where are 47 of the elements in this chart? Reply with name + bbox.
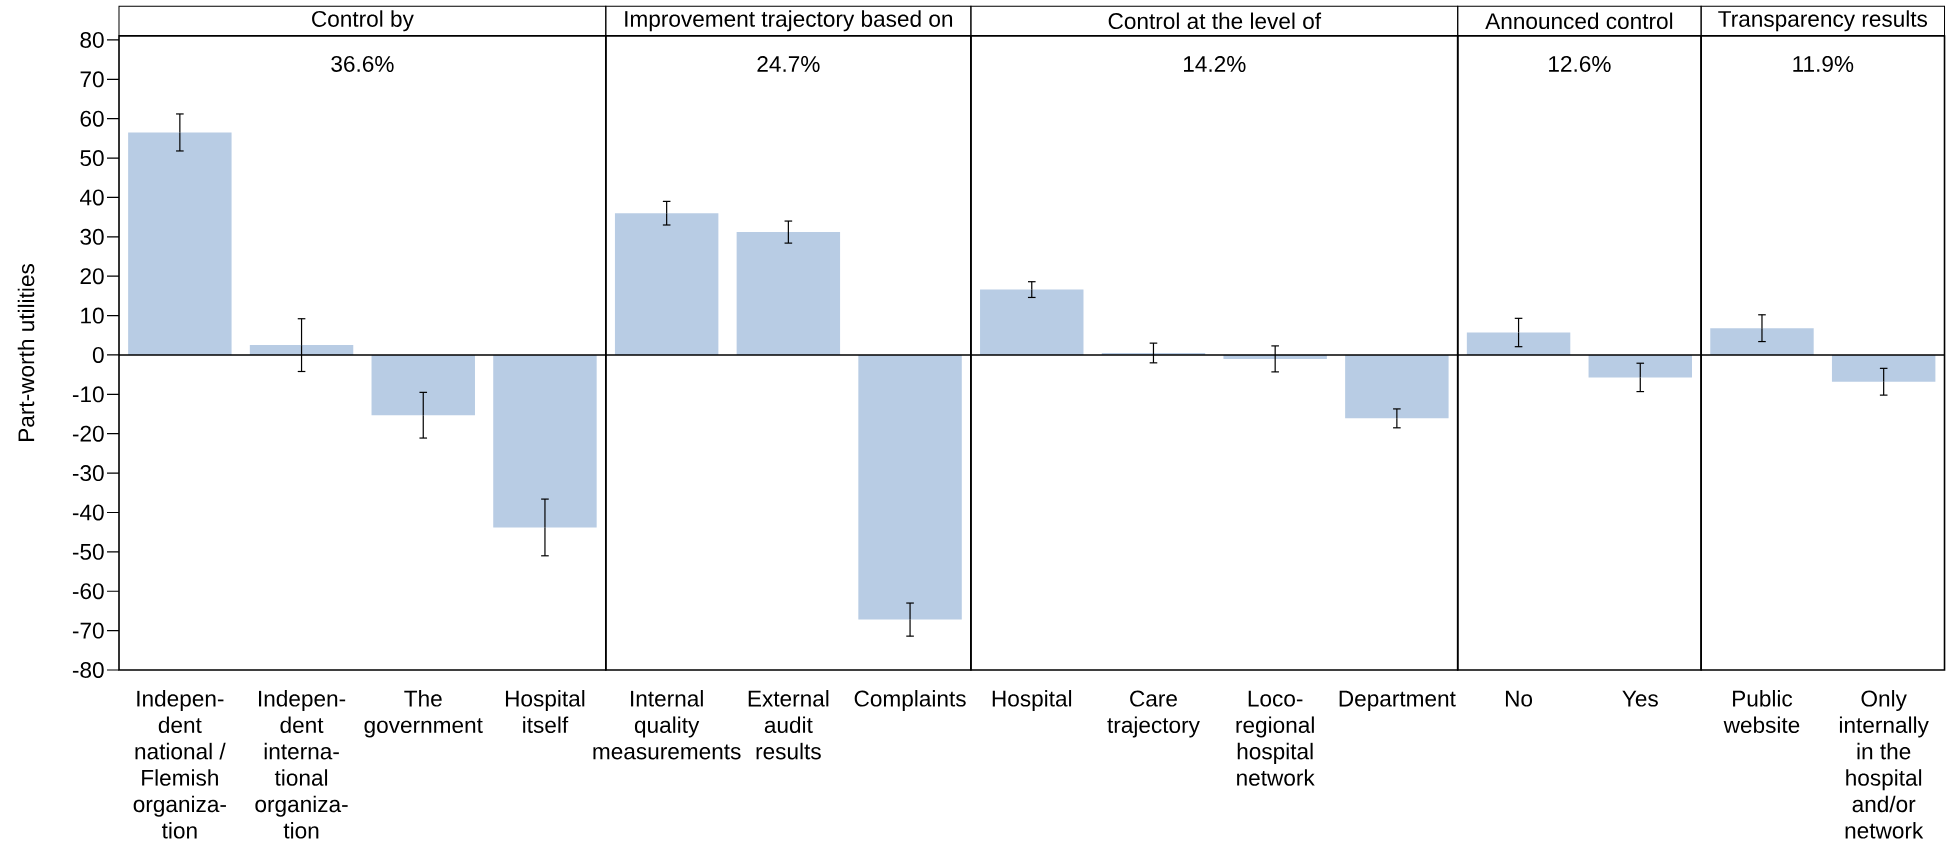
bar (249, 345, 354, 355)
x-tick-label: Care trajectory (1107, 690, 1200, 738)
x-tick-label: Complaints (854, 690, 966, 712)
bar (371, 354, 475, 416)
chart-title: Control at the level of (1108, 12, 1322, 30)
x-tick-label: External audit results (748, 690, 829, 760)
annotation: 11.9% (1793, 55, 1854, 72)
x-tick-label: No (1505, 690, 1533, 707)
x-tick-label: Yes (1622, 690, 1658, 707)
y-tick-label: 40 (80, 189, 104, 206)
x-tick-label: Department (1339, 690, 1456, 712)
x-tick-label: Loco-regional hospital network (1236, 690, 1315, 786)
chart-title: Announced control (1485, 12, 1673, 30)
y-tick-label: -10 (72, 386, 104, 403)
bar (128, 132, 232, 355)
x-tick-label: Only internally in the hospital and/or network (1839, 690, 1929, 839)
y-tick-label: -70 (72, 622, 104, 639)
annotation: 12.6% (1549, 55, 1611, 72)
y-axis-title: Part-worth utilities (17, 264, 35, 441)
y-tick-label: 10 (81, 307, 104, 324)
x-tick-label: Internal quality measurements (593, 690, 741, 760)
y-tick-label: -40 (72, 504, 104, 521)
y-tick-label: 70 (80, 71, 104, 88)
y-tick-label: -60 (72, 583, 104, 600)
x-tick-label: Hospital (992, 690, 1072, 712)
y-tick-label: -20 (72, 425, 104, 442)
chart-title: Improvement trajectory based on (625, 10, 953, 32)
x-tick-label: The government (364, 690, 483, 738)
y-tick-label: 20 (80, 268, 104, 285)
bar (493, 354, 597, 528)
y-tick-label: 30 (80, 228, 104, 245)
annotation: 24.7% (757, 56, 820, 72)
y-tick-label: 50 (80, 150, 104, 167)
annotation: 36.6% (331, 55, 394, 72)
y-tick-label: -50 (72, 543, 104, 560)
y-tick-label: 60 (80, 110, 104, 127)
y-tick-label: -30 (72, 465, 104, 482)
x-tick-label: Indepen-dent national / Flemish organiza-tion (133, 690, 226, 839)
chart-title: Control by (312, 10, 414, 32)
x-tick-label: Hospital itself (505, 690, 585, 734)
y-tick-label: -80 (72, 662, 104, 678)
x-tick-label: Indepen-dent interna-tional organiza-tion (255, 690, 348, 839)
y-tick-label: 80 (80, 31, 104, 48)
y-tick-label: 0 (92, 346, 104, 363)
x-tick-label: Public website (1723, 690, 1800, 734)
chart-title: Transparency results (1718, 10, 1928, 32)
annotation: 14.2% (1184, 56, 1246, 72)
